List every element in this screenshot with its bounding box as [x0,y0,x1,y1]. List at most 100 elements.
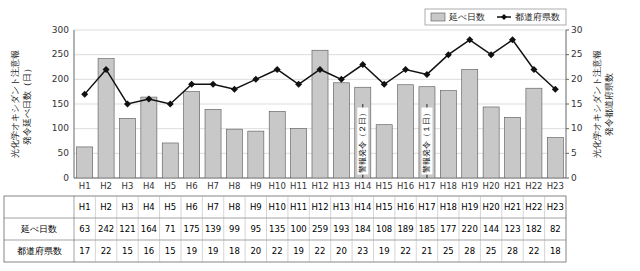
x-tick-label: H11 [290,181,307,191]
table-column-divider [437,196,438,262]
marker [252,76,259,83]
table-value: 15 [122,246,133,256]
bar [462,69,478,178]
table-value: 28 [507,246,518,256]
table-column-divider [202,196,203,262]
grid-line [74,30,566,31]
table-header: H2 [100,202,112,212]
table-value: 184 [355,224,371,234]
bar [184,92,200,178]
table-value: 185 [419,224,435,234]
bar [205,109,221,178]
table-value: 177 [440,224,456,234]
bar [526,88,542,178]
bar [141,97,157,178]
x-tick-label: H18 [440,181,457,191]
marker [423,71,430,78]
x-tick-label: H1 [79,181,91,191]
y-tick-label: 300 [52,25,69,35]
table-value: 139 [205,224,221,234]
y-tick-label: 250 [52,49,69,59]
table-column-divider [416,196,417,262]
marker [466,36,473,43]
table-value: 144 [483,224,499,234]
y-tick-label: 150 [52,99,69,109]
table-value: 99 [229,224,240,234]
table-value: 22 [315,246,326,256]
table-value: 22 [101,246,112,256]
marker [402,66,409,73]
table-value: 123 [504,224,520,234]
bar [269,111,285,178]
bar [505,117,521,178]
table-value: 189 [397,224,413,234]
table-value: 100 [290,224,306,234]
marker [167,101,174,108]
x-tick-label: H17 [418,181,435,191]
bar [291,129,307,178]
table-value: 242 [98,224,114,234]
y2-tick-label: 30 [571,25,583,35]
x-tick-label: H12 [311,181,328,191]
table-value: 23 [357,246,368,256]
x-tick-label: H7 [207,181,219,191]
y2-axis-label: 光化学オキシダント注意報発令都道府県数 [592,50,614,158]
table-header: H10 [269,202,286,212]
bar [547,138,563,178]
table-column-divider [523,196,524,262]
annotation: 警報発令（２日） [358,109,367,173]
bar [440,91,456,178]
marker [145,96,152,103]
table-value: 121 [119,224,135,234]
table-column-divider [352,196,353,262]
marker [488,51,495,58]
table-value: 21 [422,246,433,256]
bar [312,50,328,178]
marker [445,51,452,58]
annotation-background [421,108,432,175]
y2-axis-label-line: 光化学オキシダント注意報 [592,50,602,158]
y-tick-label: 0 [63,173,69,183]
table-row-divider [4,218,566,219]
marker [552,86,559,93]
table-header: H20 [483,202,500,212]
table-value: 259 [312,224,328,234]
table-column-divider [373,196,374,262]
table-header: H1 [79,202,91,212]
bar [162,143,178,178]
bar [248,131,264,178]
x-tick-label: H14 [354,181,371,191]
table-column-divider [309,196,310,262]
table-value: 135 [269,224,285,234]
marker [274,66,281,73]
table-header: H11 [290,202,307,212]
y-axis-label-line: 発令延べ日数（日） [22,64,32,145]
table-header: H21 [504,202,521,212]
y-axis-label-group: 光化学オキシダント注意報発令延べ日数（日） [10,50,32,158]
table-column-divider [74,196,75,262]
marker [359,61,366,68]
table-row-label: 都道府県数 [17,246,62,256]
table-value: 22 [528,246,539,256]
x-tick-label: H15 [376,181,393,191]
table-value: 82 [550,224,561,234]
x-tick-label: H8 [229,181,241,191]
marker [530,66,537,73]
marker [81,91,88,98]
table-header: H17 [418,202,435,212]
table-row-divider [4,240,566,241]
legend: 延べ日数都道府県数 [425,9,566,25]
y2-tick-label: 5 [571,148,577,158]
axes: 050100150200250300051015202530H1H2H3H4H5… [52,25,583,192]
x-tick-label: H22 [525,181,542,191]
table-value: 22 [400,246,411,256]
legend-swatch [431,13,445,21]
table-column-divider [459,196,460,262]
legend-label: 延べ日数 [448,12,485,22]
bar [419,87,435,178]
table-frame [4,196,566,262]
y2-axis-label-group: 光化学オキシダント注意報発令都道府県数 [592,50,614,158]
table-column-divider [287,196,288,262]
table-column-divider [223,196,224,262]
x-tick-label: H6 [186,181,198,191]
